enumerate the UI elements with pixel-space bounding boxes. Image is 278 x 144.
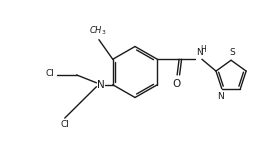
Text: Cl: Cl xyxy=(60,120,69,129)
Text: Cl: Cl xyxy=(46,69,55,78)
Text: N: N xyxy=(97,80,105,90)
Text: N: N xyxy=(196,48,203,57)
Text: H: H xyxy=(200,45,206,54)
Text: CH$_3$: CH$_3$ xyxy=(89,24,107,37)
Text: N: N xyxy=(217,92,224,101)
Text: S: S xyxy=(229,48,235,57)
Text: O: O xyxy=(172,79,180,89)
